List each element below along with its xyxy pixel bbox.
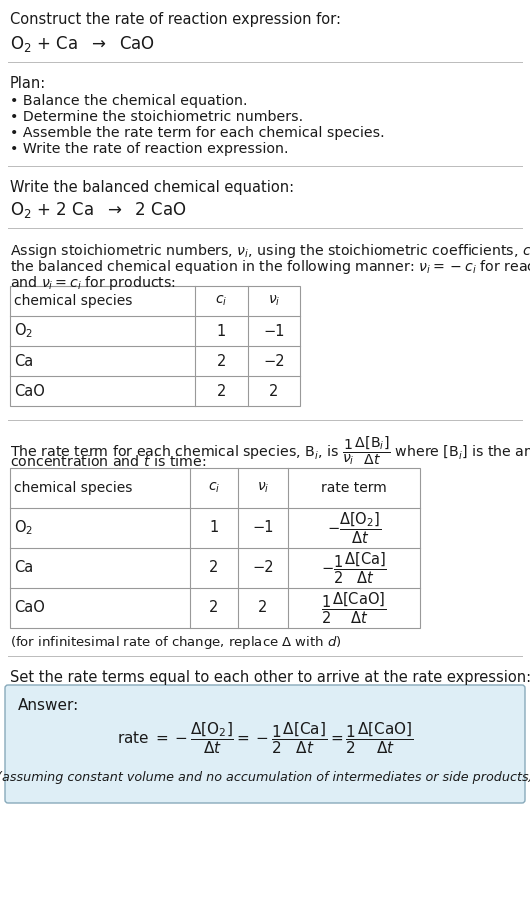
FancyBboxPatch shape	[5, 685, 525, 803]
Text: Assign stoichiometric numbers, $\nu_i$, using the stoichiometric coefficients, $: Assign stoichiometric numbers, $\nu_i$, …	[10, 242, 530, 260]
Text: concentration and $t$ is time:: concentration and $t$ is time:	[10, 454, 206, 469]
Text: • Determine the stoichiometric numbers.: • Determine the stoichiometric numbers.	[10, 110, 303, 124]
Bar	[10, 286, 300, 406]
Text: $-\dfrac{1}{2}\dfrac{\Delta[\mathrm{Ca}]}{\Delta t}$: $-\dfrac{1}{2}\dfrac{\Delta[\mathrm{Ca}]…	[321, 550, 387, 586]
Text: rate $= -\dfrac{\Delta[\mathrm{O_2}]}{\Delta t} = -\dfrac{1}{2}\dfrac{\Delta[\ma: rate $= -\dfrac{\Delta[\mathrm{O_2}]}{\D…	[117, 720, 413, 756]
Text: 1: 1	[217, 323, 226, 339]
Text: −2: −2	[252, 561, 274, 575]
Text: $\nu_i$: $\nu_i$	[268, 294, 280, 308]
Text: Ca: Ca	[14, 561, 33, 575]
Text: • Assemble the rate term for each chemical species.: • Assemble the rate term for each chemic…	[10, 126, 385, 140]
Text: O$_2$: O$_2$	[14, 518, 33, 537]
Text: −2: −2	[263, 353, 285, 369]
Text: CaO: CaO	[14, 383, 45, 399]
Text: and $\nu_i = c_i$ for products:: and $\nu_i = c_i$ for products:	[10, 274, 176, 292]
Text: −1: −1	[252, 521, 274, 535]
Text: $c_i$: $c_i$	[215, 294, 228, 308]
Text: 2: 2	[258, 601, 268, 615]
Text: chemical species: chemical species	[14, 294, 132, 308]
Text: Answer:: Answer:	[18, 698, 80, 713]
Text: 2: 2	[209, 561, 219, 575]
Text: Construct the rate of reaction expression for:: Construct the rate of reaction expressio…	[10, 12, 341, 27]
Text: CaO: CaO	[14, 601, 45, 615]
Text: 2: 2	[217, 383, 226, 399]
Text: the balanced chemical equation in the following manner: $\nu_i = -c_i$ for react: the balanced chemical equation in the fo…	[10, 258, 530, 276]
Text: O$_2$ + 2 Ca  $\rightarrow$  2 CaO: O$_2$ + 2 Ca $\rightarrow$ 2 CaO	[10, 200, 187, 220]
Text: Write the balanced chemical equation:: Write the balanced chemical equation:	[10, 180, 294, 195]
Text: rate term: rate term	[321, 481, 387, 495]
Text: Set the rate terms equal to each other to arrive at the rate expression:: Set the rate terms equal to each other t…	[10, 670, 530, 685]
Text: 2: 2	[217, 353, 226, 369]
Text: $\nu_i$: $\nu_i$	[257, 481, 269, 496]
Text: • Write the rate of reaction expression.: • Write the rate of reaction expression.	[10, 142, 288, 156]
Text: O$_2$: O$_2$	[14, 322, 33, 341]
Text: chemical species: chemical species	[14, 481, 132, 495]
Text: 2: 2	[269, 383, 279, 399]
Bar	[10, 468, 420, 628]
Text: O$_2$ + Ca  $\rightarrow$  CaO: O$_2$ + Ca $\rightarrow$ CaO	[10, 34, 155, 54]
Text: 1: 1	[209, 521, 218, 535]
Text: The rate term for each chemical species, B$_i$, is $\dfrac{1}{\nu_i}\dfrac{\Delt: The rate term for each chemical species,…	[10, 434, 530, 467]
Text: • Balance the chemical equation.: • Balance the chemical equation.	[10, 94, 248, 108]
Text: Plan:: Plan:	[10, 76, 46, 91]
Text: $-\dfrac{\Delta[\mathrm{O_2}]}{\Delta t}$: $-\dfrac{\Delta[\mathrm{O_2}]}{\Delta t}…	[327, 510, 381, 545]
Text: 2: 2	[209, 601, 219, 615]
Text: (assuming constant volume and no accumulation of intermediates or side products): (assuming constant volume and no accumul…	[0, 772, 530, 785]
Text: $c_i$: $c_i$	[208, 481, 220, 496]
Text: −1: −1	[263, 323, 285, 339]
Text: $\dfrac{1}{2}\dfrac{\Delta[\mathrm{CaO}]}{\Delta t}$: $\dfrac{1}{2}\dfrac{\Delta[\mathrm{CaO}]…	[321, 590, 386, 626]
Text: (for infinitesimal rate of change, replace $\Delta$ with $d$): (for infinitesimal rate of change, repla…	[10, 634, 342, 651]
Text: Ca: Ca	[14, 353, 33, 369]
